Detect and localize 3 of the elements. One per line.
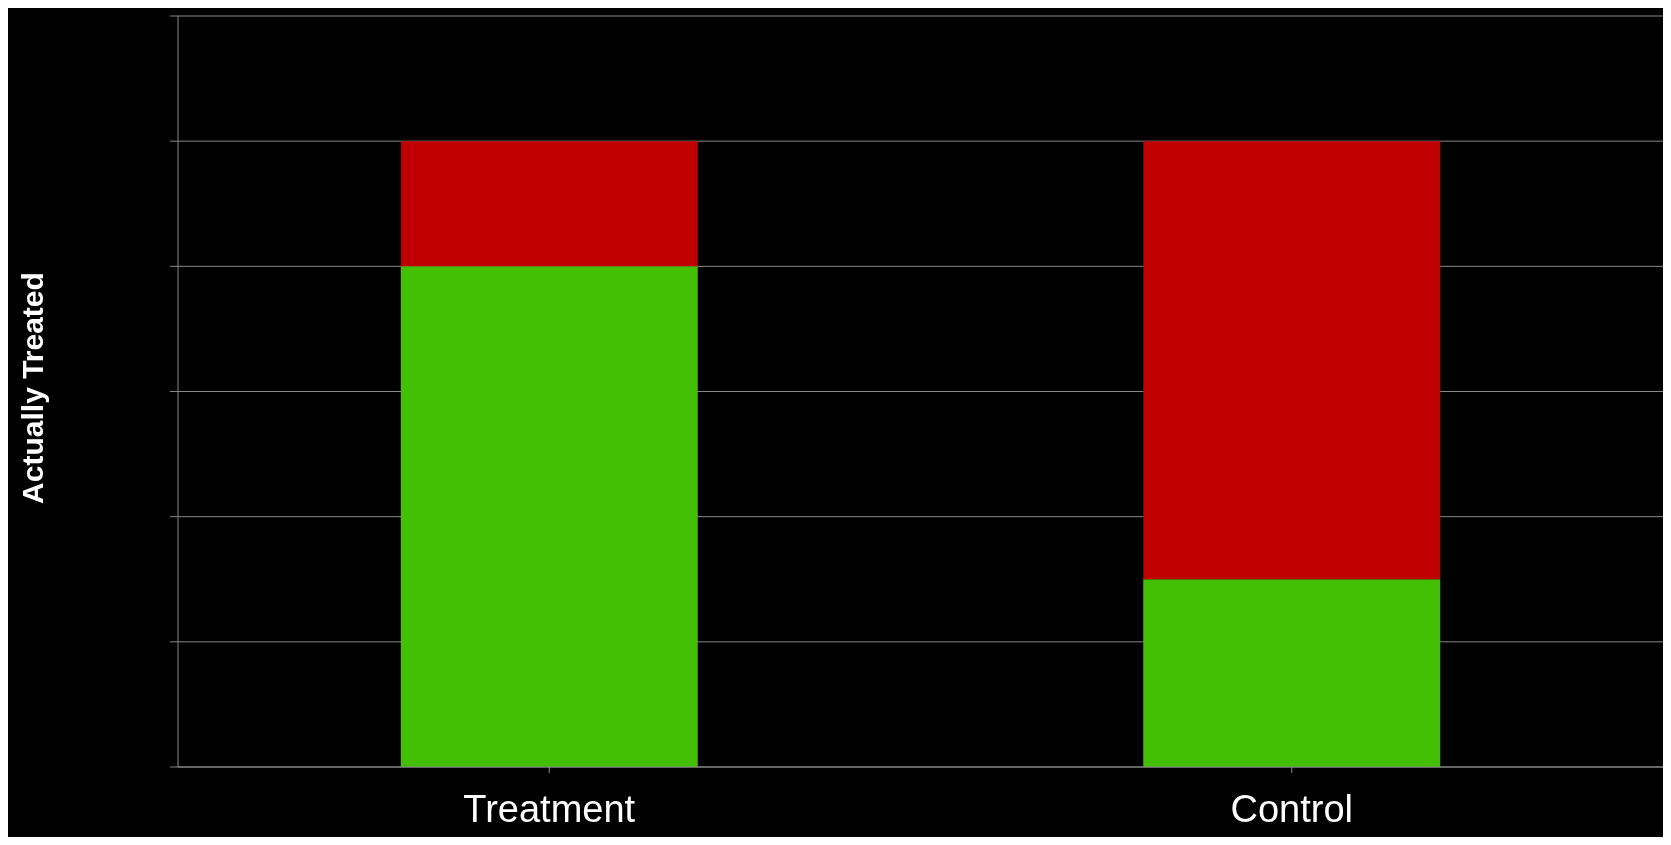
x-tick-label: Treatment: [463, 787, 636, 830]
y-axis-title: Actually Treated: [16, 272, 50, 504]
x-tick-label: Control: [1230, 787, 1353, 830]
